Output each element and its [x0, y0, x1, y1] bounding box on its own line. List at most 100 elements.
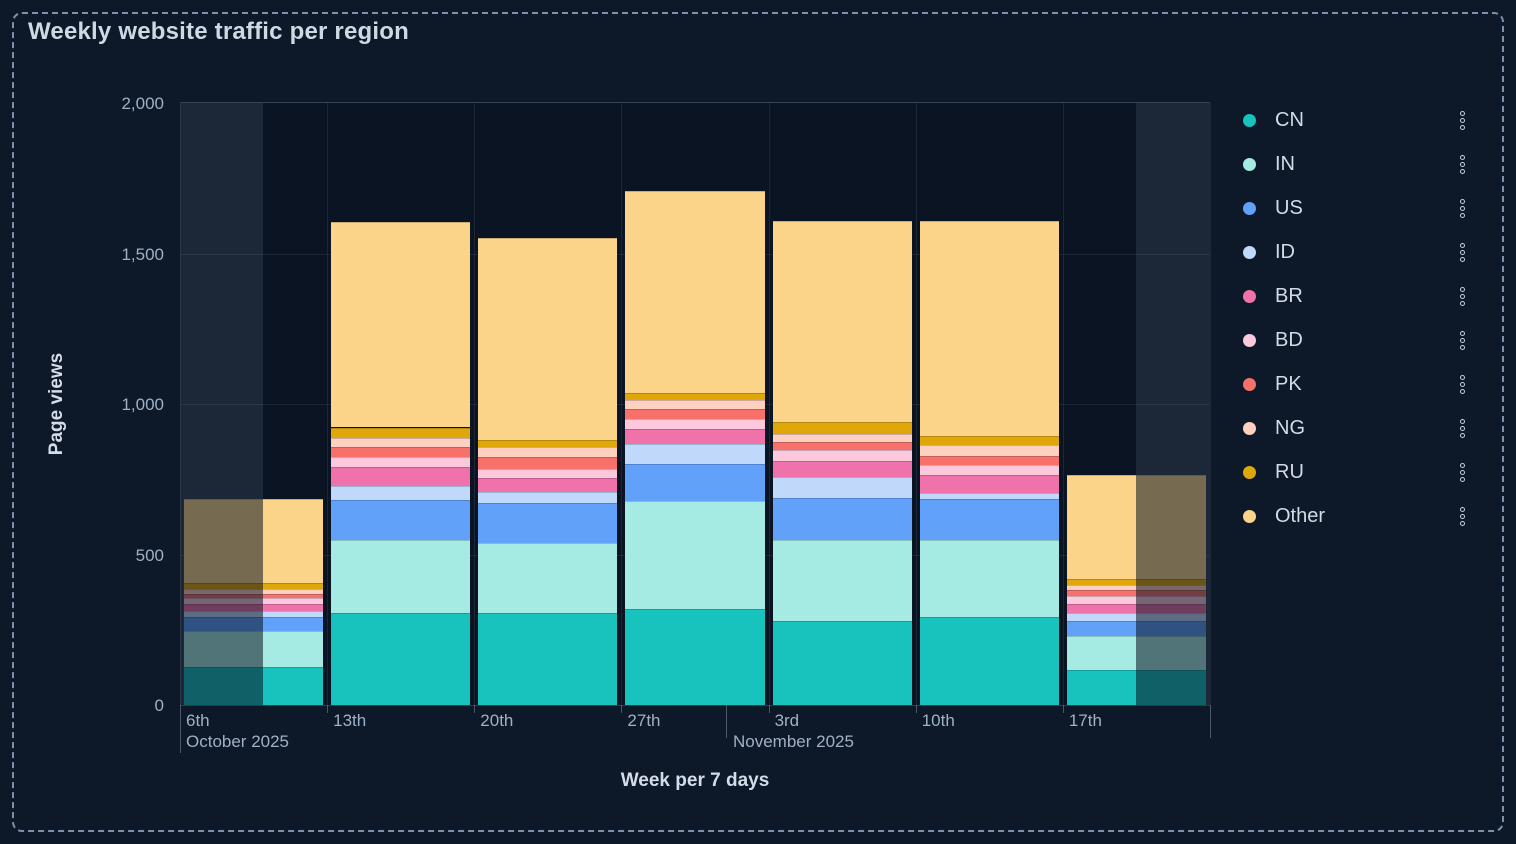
bar-13th-segment-IN[interactable]: [331, 540, 471, 614]
bar-13th-segment-BR[interactable]: [331, 467, 471, 486]
kebab-vertical-icon: [1460, 110, 1465, 130]
legend-menu-button[interactable]: [1454, 327, 1471, 354]
bar-3rd-segment-CN[interactable]: [772, 620, 912, 705]
legend-item-PK[interactable]: PK: [1243, 362, 1471, 406]
bar-3rd-segment-ID[interactable]: [772, 476, 912, 499]
legend-menu-button[interactable]: [1454, 151, 1471, 178]
legend-item-label: BR: [1275, 284, 1303, 307]
legend-menu-button[interactable]: [1454, 371, 1471, 398]
bar-13th-segment-Other[interactable]: [331, 221, 471, 428]
bar-27th-segment-Other[interactable]: [625, 190, 765, 393]
bar-20th-segment-US[interactable]: [478, 502, 618, 544]
bar-10th-segment-NG[interactable]: [919, 444, 1059, 457]
legend: CN IN US ID BR BD PK NG RU Other: [1243, 98, 1471, 538]
legend-swatch-PK: [1243, 377, 1256, 391]
bar-13th-segment-CN[interactable]: [331, 613, 471, 705]
kebab-vertical-icon: [1460, 330, 1465, 350]
x-axis-week-label: 13th: [333, 711, 367, 730]
bar-3rd: [772, 221, 912, 705]
v-gridline: [327, 103, 329, 705]
legend-menu-button[interactable]: [1454, 503, 1471, 530]
legend-swatch-BD: [1243, 333, 1256, 347]
bar-27th-segment-US[interactable]: [625, 463, 765, 501]
x-axis-week-label: 3rd: [774, 711, 800, 730]
legend-menu-button[interactable]: [1454, 415, 1471, 442]
bar-20th-segment-PK[interactable]: [478, 457, 618, 470]
bar-3rd-segment-US[interactable]: [772, 498, 912, 541]
bar-20th-segment-IN[interactable]: [478, 543, 618, 614]
kebab-vertical-icon: [1460, 154, 1465, 174]
bar-27th-segment-PK[interactable]: [625, 409, 765, 419]
bar-3rd-segment-BR[interactable]: [772, 461, 912, 477]
partial-week-dim-overlay-left: [184, 498, 263, 705]
bar-20th-segment-BD[interactable]: [478, 469, 618, 479]
legend-item-RU[interactable]: RU: [1243, 450, 1471, 494]
legend-item-IN[interactable]: IN: [1243, 142, 1471, 186]
bar-10th-segment-ID[interactable]: [919, 493, 1059, 500]
bar-27th: [625, 190, 765, 705]
legend-item-BD[interactable]: BD: [1243, 318, 1471, 362]
legend-item-BR[interactable]: BR: [1243, 274, 1471, 318]
bar-27th-segment-NG[interactable]: [625, 400, 765, 410]
partial-week-dim-overlay-right: [1136, 474, 1206, 705]
bar-20th-segment-ID[interactable]: [478, 492, 618, 503]
legend-item-ID[interactable]: ID: [1243, 230, 1471, 274]
bar-10th-segment-Other[interactable]: [919, 221, 1059, 436]
bar-27th-segment-CN[interactable]: [625, 609, 765, 705]
bar-20th-segment-BR[interactable]: [478, 478, 618, 493]
bar-13th-segment-BD[interactable]: [331, 456, 471, 468]
bar-13th-segment-PK[interactable]: [331, 446, 471, 457]
bar-10th: [919, 221, 1059, 705]
bar-27th-segment-BR[interactable]: [625, 429, 765, 445]
legend-item-label: CN: [1275, 108, 1304, 131]
bar-3rd-segment-IN[interactable]: [772, 540, 912, 621]
bar-10th-segment-CN[interactable]: [919, 617, 1059, 705]
legend-menu-button[interactable]: [1454, 459, 1471, 486]
legend-item-Other[interactable]: Other: [1243, 494, 1471, 538]
bar-10th-segment-BR[interactable]: [919, 475, 1059, 494]
v-gridline: [768, 103, 770, 705]
plot-area: 6th 13th 20th 27th 3rd 10th 17th October 2025 No…: [180, 102, 1211, 753]
legend-menu-button[interactable]: [1454, 107, 1471, 134]
bar-13th-segment-RU[interactable]: [331, 427, 471, 439]
bar-3rd-segment-NG[interactable]: [772, 433, 912, 442]
bar-10th-segment-BD[interactable]: [919, 465, 1059, 476]
legend-menu-button[interactable]: [1454, 239, 1471, 266]
bar-27th-segment-IN[interactable]: [625, 500, 765, 610]
bar-10th-segment-RU[interactable]: [919, 435, 1059, 445]
legend-swatch-ID: [1243, 245, 1256, 259]
x-axis-week-label: 20th: [480, 711, 514, 730]
bar-10th-segment-IN[interactable]: [919, 540, 1059, 618]
v-gridline: [1062, 103, 1064, 705]
legend-menu-button[interactable]: [1454, 195, 1471, 222]
bar-27th-segment-BD[interactable]: [625, 418, 765, 430]
dashboard-panel-border: [12, 12, 1504, 832]
bar-3rd-segment-BD[interactable]: [772, 450, 912, 462]
chart-title: Weekly website traffic per region: [28, 18, 409, 45]
legend-menu-button[interactable]: [1454, 283, 1471, 310]
bar-13th-segment-NG[interactable]: [331, 438, 471, 447]
bar-20th-segment-RU[interactable]: [478, 439, 618, 448]
kebab-vertical-icon: [1460, 462, 1465, 482]
bar-20th-segment-CN[interactable]: [478, 613, 618, 705]
bar-3rd-segment-Other[interactable]: [772, 221, 912, 422]
bar-20th-segment-NG[interactable]: [478, 447, 618, 457]
bar-27th-segment-RU[interactable]: [625, 392, 765, 401]
bar-27th-segment-ID[interactable]: [625, 444, 765, 464]
bar-20th-segment-Other[interactable]: [478, 237, 618, 440]
legend-item-NG[interactable]: NG: [1243, 406, 1471, 450]
legend-item-CN[interactable]: CN: [1243, 98, 1471, 142]
bar-10th-segment-US[interactable]: [919, 499, 1059, 541]
axis-boundary-tick: [726, 705, 727, 738]
y-axis-title: Page views: [46, 352, 67, 456]
bar-13th-segment-ID[interactable]: [331, 485, 471, 501]
legend-item-US[interactable]: US: [1243, 186, 1471, 230]
week-axis-tick: [768, 705, 770, 713]
legend-item-label: BD: [1275, 328, 1303, 351]
bar-3rd-segment-PK[interactable]: [772, 441, 912, 451]
bar-13th-segment-US[interactable]: [331, 500, 471, 541]
bar-10th-segment-PK[interactable]: [919, 456, 1059, 466]
v-gridline: [180, 103, 181, 705]
bar-3rd-segment-RU[interactable]: [772, 421, 912, 434]
y-axis-tick-label: 0: [154, 696, 164, 715]
